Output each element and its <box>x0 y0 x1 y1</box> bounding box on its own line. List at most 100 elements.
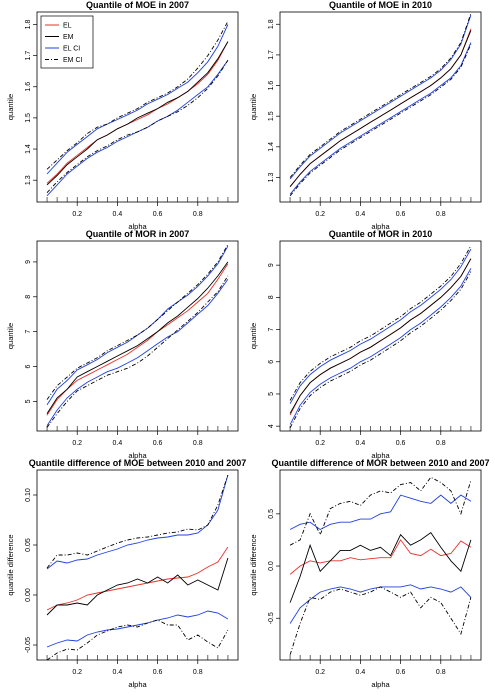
x-tick-label: 0.2 <box>315 211 325 218</box>
series-line-em-ci <box>46 275 229 428</box>
x-tick-label: 0.2 <box>72 669 82 676</box>
series-line-em <box>46 261 229 414</box>
y-tick-label: 1.3 <box>25 175 32 185</box>
y-axis-label: quantile difference <box>6 534 15 595</box>
plot-frame <box>36 469 239 661</box>
x-tick-label: 0.6 <box>153 440 163 447</box>
y-tick-label: 0.5 <box>268 509 275 519</box>
y-axis-label: quantile difference <box>249 534 258 595</box>
legend-label: EM CI <box>63 57 83 64</box>
series-line-el-ci <box>289 14 472 180</box>
series-line-el-ci <box>46 279 229 427</box>
x-tick-label: 0.6 <box>396 440 406 447</box>
x-tick-label: 0.2 <box>72 440 82 447</box>
x-tick-label: 0.8 <box>193 211 203 218</box>
y-tick-label: 0.00 <box>25 588 32 602</box>
series-line-em-ci <box>46 244 229 400</box>
chart-title: Quantile of MOE in 2007 <box>86 0 189 10</box>
y-tick-label: 6 <box>268 360 275 364</box>
y-tick-label: -0.05 <box>25 637 32 653</box>
y-tick-label: 1.3 <box>268 173 275 183</box>
series-line-em <box>289 258 472 414</box>
y-tick-label: 1.4 <box>25 144 32 154</box>
series-line-em-ci <box>289 586 472 655</box>
series-line-el-ci <box>46 24 229 175</box>
chart-panel-1: Quantile of MOE in 2007 0.2 0.4 0.6 0.8 1.3 1.… <box>6 0 239 231</box>
x-tick-label: 0.2 <box>315 669 325 676</box>
y-tick-label: 8 <box>25 295 32 299</box>
legend-label: EM <box>63 34 74 41</box>
y-axis-label: quantile <box>6 94 15 120</box>
series-line-el-ci <box>289 584 472 624</box>
series-line-el-ci <box>289 248 472 404</box>
plot-frame <box>36 240 239 432</box>
x-axis-label: alpha <box>371 222 390 231</box>
series-line-em <box>289 531 472 603</box>
series-line-em-ci <box>46 619 229 661</box>
x-tick-label: 0.4 <box>356 440 366 447</box>
y-tick-label: 1.8 <box>25 19 32 29</box>
y-tick-label: 1.4 <box>268 142 275 152</box>
y-tick-label: 1.5 <box>25 113 32 123</box>
x-tick-label: 0.4 <box>356 211 366 218</box>
y-tick-label: 0.0 <box>268 561 275 571</box>
legend-label: EL <box>63 23 72 30</box>
chart-panel-4: Quantile of MOR in 2010 0.2 0.4 0.6 0.8 4 5 6 7 8… <box>249 229 482 460</box>
series-line-el-ci <box>46 245 229 406</box>
series-line-em-ci <box>289 245 472 401</box>
x-tick-label: 0.8 <box>193 440 203 447</box>
x-tick-label: 0.6 <box>153 669 163 676</box>
chart-panel-5: Quantile difference of MOE between 2010 … <box>6 458 246 689</box>
chart-panel-3: Quantile of MOR in 2007 0.2 0.4 0.6 0.8 5 6 7 8 9… <box>6 229 239 460</box>
y-tick-label: 7 <box>25 330 32 334</box>
series-line-el-ci <box>289 268 472 425</box>
x-tick-label: 0.6 <box>396 211 406 218</box>
x-tick-label: 0.6 <box>396 669 406 676</box>
x-axis-label: alpha <box>128 451 147 460</box>
y-axis-label: quantile <box>6 323 15 349</box>
x-tick-label: 0.4 <box>113 211 123 218</box>
y-tick-label: -0.5 <box>268 612 275 624</box>
y-axis-label: quantile <box>249 94 258 120</box>
y-tick-label: 9 <box>268 263 275 267</box>
series-line-el <box>46 546 229 611</box>
x-tick-label: 0.8 <box>436 211 446 218</box>
series-line-el <box>289 28 472 187</box>
x-tick-label: 0.2 <box>315 440 325 447</box>
series-line-em-ci <box>289 476 472 546</box>
y-tick-label: 1.6 <box>25 82 32 92</box>
x-axis-label: alpha <box>128 222 147 231</box>
y-tick-label: 5 <box>25 399 32 403</box>
series-line-el <box>289 258 472 416</box>
y-tick-label: 1.7 <box>25 51 32 61</box>
y-tick-label: 8 <box>268 295 275 299</box>
chart-panel-6: Quantile difference of MOR between 2010 … <box>249 458 490 689</box>
legend: EL EM EL CI EM CI <box>40 15 94 69</box>
y-tick-label: 0.05 <box>25 538 32 552</box>
x-tick-label: 0.4 <box>113 440 123 447</box>
series-line-em-ci <box>46 474 229 569</box>
series-line-el-ci <box>46 474 229 570</box>
x-tick-label: 0.4 <box>113 669 123 676</box>
chart-title: Quantile difference of MOE between 2010 … <box>29 458 247 468</box>
y-tick-label: 6 <box>25 364 32 368</box>
chart-title: Quantile of MOR in 2010 <box>329 229 433 239</box>
chart-title: Quantile difference of MOR between 2010 … <box>271 458 489 468</box>
chart-title: Quantile of MOR in 2007 <box>86 229 190 239</box>
x-axis-label: alpha <box>371 680 390 689</box>
x-tick-label: 0.8 <box>193 669 203 676</box>
series-line-el <box>46 263 229 416</box>
x-tick-label: 0.8 <box>436 669 446 676</box>
series-line-em-ci <box>46 21 229 170</box>
y-tick-label: 1.7 <box>268 50 275 60</box>
series-line-em-ci <box>46 60 229 194</box>
y-tick-label: 0.10 <box>25 488 32 502</box>
legend-label: EL CI <box>63 46 80 53</box>
x-axis-label: alpha <box>371 451 390 460</box>
y-tick-label: 1.5 <box>268 111 275 121</box>
y-axis-label: quantile <box>249 323 258 349</box>
plot-frame <box>279 240 482 432</box>
y-tick-label: 7 <box>268 328 275 332</box>
chart-panel-2: Quantile of MOE in 2010 0.2 0.4 0.6 0.8 1.3 1.… <box>249 0 482 231</box>
